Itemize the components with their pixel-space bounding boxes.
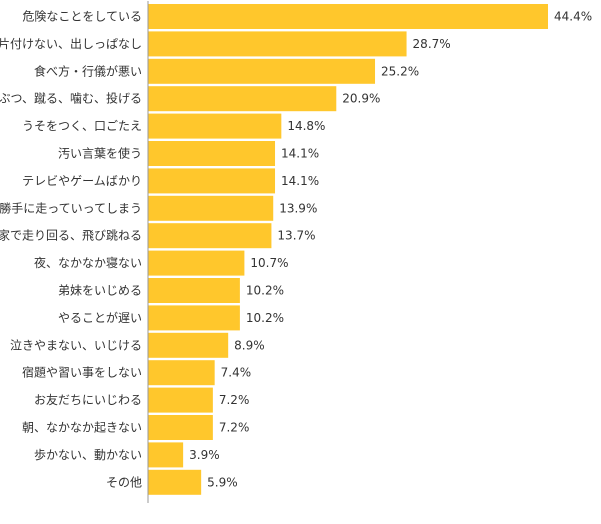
- bar: [148, 4, 548, 29]
- category-label: ぶつ、蹴る、噛む、投げる: [0, 91, 142, 106]
- bar: [148, 86, 337, 112]
- category-label: 夜、なかなか寝ない: [34, 255, 142, 270]
- category-label: 勝手に走っていってしまう: [0, 200, 142, 215]
- bar: [148, 113, 282, 139]
- value-label: 14.8%: [287, 119, 325, 133]
- bar: [148, 168, 276, 194]
- category-label: 汚い言葉を使う: [58, 146, 142, 161]
- bar: [148, 469, 202, 495]
- category-label: その他: [106, 475, 142, 489]
- bar: [148, 387, 213, 413]
- category-label: 宿題や習い事をしない: [22, 365, 142, 380]
- bar: [148, 305, 240, 331]
- value-label: 3.9%: [189, 448, 220, 462]
- bar: [148, 250, 245, 276]
- value-label: 28.7%: [413, 37, 451, 51]
- bar: [148, 415, 213, 440]
- category-label: テレビやゲームばかり: [22, 174, 142, 188]
- value-label: 20.9%: [342, 92, 380, 106]
- value-label: 7.4%: [221, 366, 252, 380]
- category-label: やることが遅い: [58, 310, 142, 325]
- value-label: 14.1%: [281, 147, 319, 161]
- value-label: 10.2%: [246, 284, 284, 298]
- category-label: 食べ方・行儀が悪い: [34, 63, 142, 78]
- bar: [148, 442, 184, 468]
- category-label: 歩かない、動かない: [34, 447, 142, 462]
- bar: [148, 195, 274, 221]
- value-label: 5.9%: [207, 475, 238, 489]
- value-label: 10.2%: [246, 311, 284, 325]
- bar: [148, 31, 407, 57]
- category-label: 朝、なかなか起きない: [22, 421, 142, 435]
- category-label: お友だちにいじわる: [34, 393, 142, 407]
- value-label: 44.4%: [554, 10, 592, 24]
- value-label: 14.1%: [281, 174, 319, 188]
- value-label: 13.9%: [279, 201, 317, 215]
- bar: [148, 332, 229, 358]
- category-label: うそをつく、口ごたえ: [22, 118, 142, 133]
- bar: [148, 141, 276, 166]
- value-label: 10.7%: [250, 256, 288, 270]
- category-label: 泣きやまない、いじける: [10, 337, 142, 352]
- category-label: 危険なことをしている: [22, 10, 142, 24]
- bar: [148, 58, 376, 84]
- value-label: 25.2%: [381, 64, 419, 78]
- category-label: 家で走り回る、飛び跳ねる: [0, 228, 142, 243]
- bar: [148, 278, 240, 303]
- bar: [148, 360, 215, 386]
- value-label: 13.7%: [277, 229, 315, 243]
- value-label: 7.2%: [219, 393, 250, 407]
- bar: [148, 223, 272, 249]
- category-label: 弟妹をいじめる: [58, 284, 142, 298]
- category-label: 片付けない、出しっぱなし: [0, 37, 142, 51]
- value-label: 8.9%: [234, 338, 265, 352]
- value-label: 7.2%: [219, 421, 250, 435]
